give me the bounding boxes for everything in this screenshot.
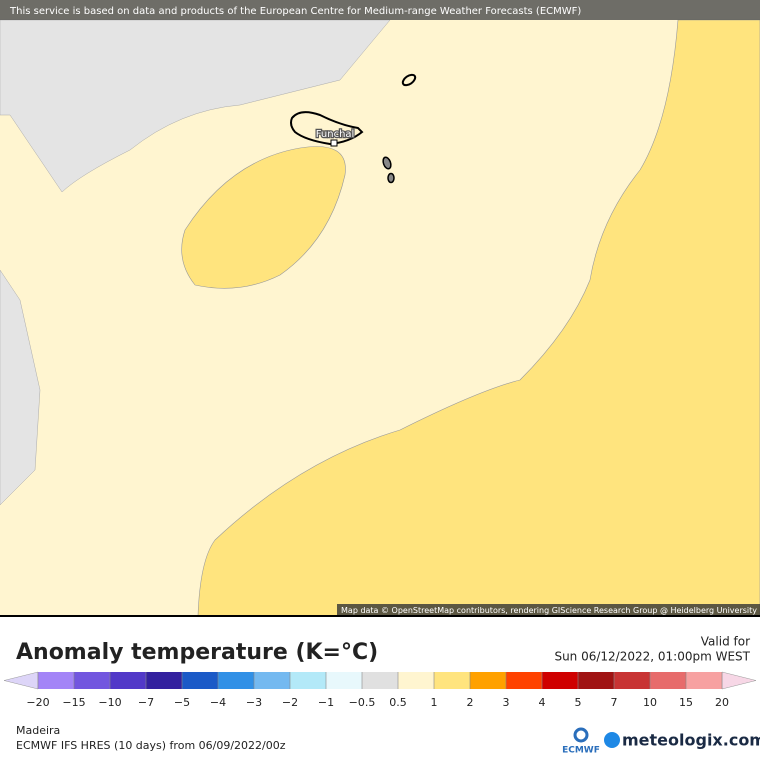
ecmwf-icon: [573, 727, 589, 743]
colorbar-tick-label: 10: [643, 696, 657, 709]
colorbar-tick-label: 20: [715, 696, 729, 709]
colorbar-segment: [146, 672, 182, 689]
anomaly-zone: [181, 146, 346, 289]
colorbar-tick-label: 15: [679, 696, 693, 709]
colorbar-tick-label: 3: [503, 696, 510, 709]
city-label: Funchal: [316, 129, 355, 140]
meteologix-logo[interactable]: meteologix.com: [622, 731, 760, 750]
colorbar-tick-label: 4: [539, 696, 546, 709]
notice-bar: [0, 0, 760, 20]
valid-time: Sun 06/12/2022, 01:00pm WEST: [554, 650, 750, 664]
colorbar-segment: [650, 672, 686, 689]
colorbar-tick-label: −7: [138, 696, 154, 709]
model-info: ECMWF IFS HRES (10 days) from 06/09/2022…: [16, 739, 286, 752]
colorbar-tick-label: 5: [575, 696, 582, 709]
legend: Anomaly temperature (K=°C) Valid for Sun…: [3, 635, 757, 709]
colorbar-tick-label: −1: [318, 696, 334, 709]
colorbar-tick-label: −0.5: [349, 696, 376, 709]
colorbar-tick-label: −15: [62, 696, 85, 709]
colorbar-segment: [182, 672, 218, 689]
colorbar-tick-label: 2: [467, 696, 474, 709]
land-grey: [0, 19, 391, 193]
colorbar-segment: [254, 672, 290, 689]
land-grey: [0, 269, 41, 506]
colorbar-segment: [218, 672, 254, 689]
meteologix-icon: [604, 732, 620, 748]
colorbar-tick-label: −20: [26, 696, 49, 709]
colorbar-tick-label: −10: [98, 696, 121, 709]
island-outline: [382, 156, 392, 170]
colorbar-tick-label: −3: [246, 696, 262, 709]
colorbar-segment: [398, 672, 434, 689]
colorbar-tick-label: 1: [431, 696, 438, 709]
attribution: Map data © OpenStreetMap contributors, r…: [341, 606, 757, 615]
island-outline: [387, 172, 395, 184]
island-outline: [401, 73, 417, 87]
colorbar-segment: [110, 672, 146, 689]
colorbar-tick-label: 0.5: [389, 696, 407, 709]
map: Funchal This service is based on data an…: [0, 0, 760, 617]
colorbar-segment: [434, 672, 470, 689]
colorbar-segment: [686, 672, 722, 689]
colorbar-tick-label: 7: [611, 696, 618, 709]
colorbar-segment: [506, 672, 542, 689]
attribution-bar: [337, 604, 760, 616]
colorbar-segment: [326, 672, 362, 689]
region: Madeira: [16, 724, 60, 737]
colorbar-tick-label: −4: [210, 696, 226, 709]
colorbar-segment: [38, 672, 74, 689]
island-outline: [290, 111, 364, 146]
valid-label: Valid for: [701, 635, 750, 649]
colorbar-segment: [362, 672, 398, 689]
colorbar-segment: [74, 672, 110, 689]
colorbar-segment: [578, 672, 614, 689]
city-marker: [330, 139, 338, 147]
ecmwf-logo: ECMWF: [562, 746, 600, 756]
colorbar-segment: [614, 672, 650, 689]
notice: This service is based on data and produc…: [9, 6, 581, 17]
colorbar-segment: [290, 672, 326, 689]
legend-title: Anomaly temperature (K=°C): [16, 640, 378, 665]
colorbar-segment: [542, 672, 578, 689]
colorbar-segment: [470, 672, 506, 689]
colorbar-tick-label: −5: [174, 696, 190, 709]
footer: Madeira ECMWF IFS HRES (10 days) from 06…: [16, 724, 760, 756]
anomaly-zone: [197, 19, 760, 617]
colorbar-tick-label: −2: [282, 696, 298, 709]
